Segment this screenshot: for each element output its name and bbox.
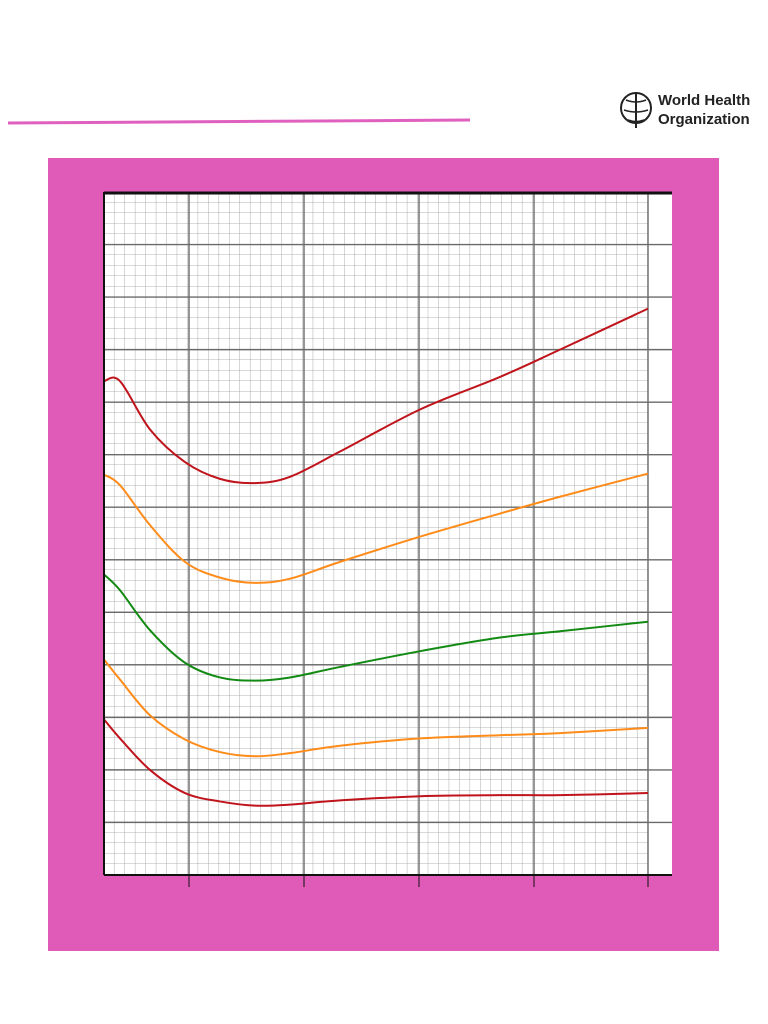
who-logo: World Health Organization	[620, 92, 750, 128]
header-rule	[7, 118, 471, 125]
line	[103, 718, 649, 807]
line	[103, 658, 649, 758]
line	[103, 307, 649, 485]
logo-text: World Health	[658, 92, 750, 109]
line	[103, 472, 649, 584]
line	[103, 573, 649, 682]
logo-text: Organization	[658, 111, 750, 128]
minor-grid	[104, 192, 648, 875]
